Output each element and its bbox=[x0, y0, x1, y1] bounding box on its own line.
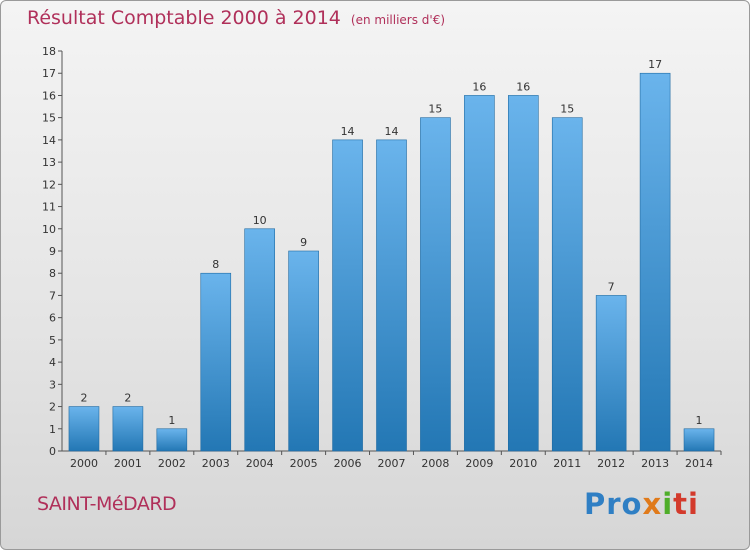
y-tick-label: 6 bbox=[49, 312, 56, 325]
bar-value-label: 15 bbox=[560, 103, 574, 116]
y-tick-label: 15 bbox=[42, 112, 56, 125]
x-tick-label: 2003 bbox=[202, 457, 230, 470]
x-tick-label: 2012 bbox=[597, 457, 625, 470]
x-tick-label: 2014 bbox=[685, 457, 713, 470]
bar bbox=[464, 95, 495, 452]
x-tick-label: 2004 bbox=[246, 457, 274, 470]
town-name: SAINT-MéDARD bbox=[37, 493, 177, 515]
proxiti-logo: Proxiti bbox=[584, 487, 699, 521]
x-tick-label: 2007 bbox=[378, 457, 406, 470]
bar-value-label: 14 bbox=[341, 125, 355, 138]
logo-part-4: ti bbox=[673, 487, 699, 521]
bar-value-label: 7 bbox=[608, 280, 615, 293]
y-tick-label: 7 bbox=[49, 289, 56, 302]
bar bbox=[551, 117, 583, 452]
bar-value-label: 10 bbox=[253, 214, 267, 227]
bar bbox=[420, 117, 451, 452]
y-tick-label: 9 bbox=[49, 245, 56, 258]
bar bbox=[639, 72, 671, 452]
logo-part-3: i bbox=[662, 487, 674, 521]
bar bbox=[156, 428, 188, 452]
bar bbox=[244, 228, 275, 452]
y-tick-label: 12 bbox=[42, 178, 56, 191]
bar-value-label: 16 bbox=[516, 80, 530, 93]
y-tick-label: 10 bbox=[42, 223, 56, 236]
y-tick-label: 14 bbox=[42, 134, 56, 147]
bar-value-label: 2 bbox=[124, 392, 131, 405]
bar-value-label: 15 bbox=[428, 103, 442, 116]
y-tick-label: 2 bbox=[49, 401, 56, 414]
chart-title-text: Résultat Comptable 2000 à 2014 bbox=[27, 7, 341, 29]
y-tick-label: 18 bbox=[42, 45, 56, 58]
bar-value-label: 8 bbox=[212, 258, 219, 271]
bar bbox=[595, 295, 627, 452]
chart-title: Résultat Comptable 2000 à 2014 (en millie… bbox=[27, 7, 445, 29]
x-tick-label: 2010 bbox=[509, 457, 537, 470]
x-tick-label: 2000 bbox=[70, 457, 98, 470]
x-tick-label: 2002 bbox=[158, 457, 186, 470]
y-tick-label: 5 bbox=[49, 334, 56, 347]
x-tick-label: 2005 bbox=[290, 457, 318, 470]
x-tick-label: 2013 bbox=[641, 457, 669, 470]
y-tick-label: 11 bbox=[42, 201, 56, 214]
bar bbox=[200, 272, 232, 452]
x-tick-label: 2011 bbox=[553, 457, 581, 470]
x-tick-label: 2008 bbox=[421, 457, 449, 470]
bar-value-label: 14 bbox=[385, 125, 399, 138]
bar-value-label: 1 bbox=[696, 414, 703, 427]
logo-part-1: Pro bbox=[584, 487, 643, 521]
y-tick-label: 1 bbox=[49, 423, 56, 436]
bar-value-label: 17 bbox=[648, 58, 662, 71]
bar-value-label: 9 bbox=[300, 236, 307, 249]
bar-value-label: 2 bbox=[80, 392, 87, 405]
bar bbox=[112, 406, 144, 452]
y-tick-label: 3 bbox=[49, 378, 56, 391]
chart-unit: (en milliers d'€) bbox=[350, 13, 446, 27]
x-tick-label: 2001 bbox=[114, 457, 142, 470]
y-tick-label: 16 bbox=[42, 89, 56, 102]
y-tick-label: 8 bbox=[49, 267, 56, 280]
bar-value-label: 1 bbox=[168, 414, 175, 427]
bar bbox=[507, 95, 539, 452]
y-tick-label: 13 bbox=[42, 156, 56, 169]
bar bbox=[683, 428, 715, 452]
bar bbox=[68, 406, 100, 452]
x-tick-label: 2006 bbox=[334, 457, 362, 470]
bar-value-label: 16 bbox=[472, 80, 486, 93]
x-tick-label: 2009 bbox=[465, 457, 493, 470]
bar bbox=[376, 139, 407, 452]
y-tick-label: 4 bbox=[49, 356, 56, 369]
bar bbox=[288, 250, 319, 452]
logo-part-2: x bbox=[642, 487, 663, 521]
y-tick-label: 17 bbox=[42, 67, 56, 80]
y-tick-label: 0 bbox=[49, 445, 56, 458]
bar bbox=[332, 139, 363, 452]
